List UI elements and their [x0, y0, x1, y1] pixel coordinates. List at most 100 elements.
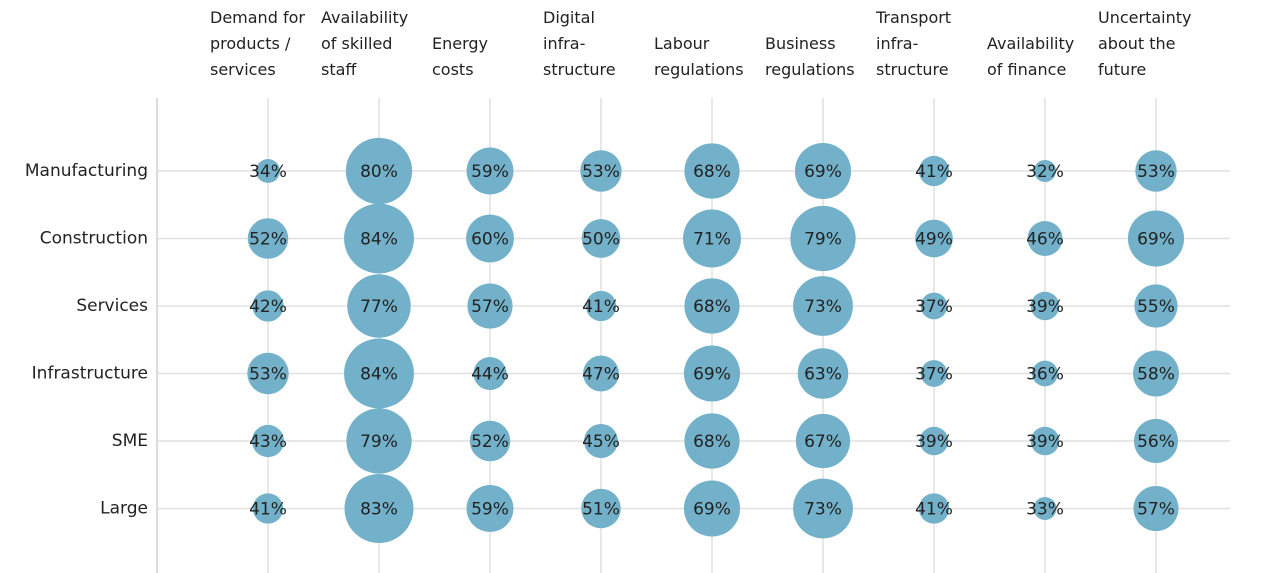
bubble: [684, 413, 740, 469]
bubble: [1133, 485, 1179, 532]
column-header: Business regulations: [765, 34, 855, 79]
bubble: [918, 155, 950, 187]
data-label: 53%: [1137, 162, 1175, 182]
data-label: 46%: [1026, 230, 1064, 250]
bubble: [920, 292, 948, 320]
bubble: [793, 276, 853, 336]
bubble: [1033, 159, 1057, 183]
data-label: 69%: [804, 162, 842, 182]
bubble: [344, 474, 414, 543]
bubble: [469, 420, 511, 462]
data-label: 59%: [471, 500, 509, 520]
bubble: [1032, 360, 1058, 387]
data-label: 41%: [915, 162, 953, 182]
data-label: 47%: [582, 365, 620, 385]
data-label: 39%: [915, 432, 953, 452]
data-label: 34%: [249, 162, 287, 182]
data-label: 50%: [582, 230, 620, 250]
bubble: [247, 352, 289, 395]
row-label: SME: [112, 431, 148, 451]
data-label: 55%: [1137, 297, 1175, 317]
data-label: 45%: [582, 432, 620, 452]
bubble: [915, 219, 953, 258]
data-label: 41%: [249, 500, 287, 520]
bubble: [252, 493, 284, 524]
data-label: 73%: [804, 297, 842, 317]
bubble: [344, 338, 414, 409]
bubble: [1027, 221, 1063, 256]
data-label: 37%: [915, 297, 953, 317]
row-label: Infrastructure: [32, 364, 148, 384]
data-label: 77%: [360, 297, 398, 317]
bubble: [466, 147, 514, 195]
bubble: [1134, 284, 1178, 328]
data-label: 67%: [804, 432, 842, 452]
bubble: [1033, 497, 1057, 520]
data-label: 68%: [693, 297, 731, 317]
bubble: [1133, 350, 1179, 397]
data-label: 79%: [360, 432, 398, 452]
data-label: 42%: [249, 297, 287, 317]
column-header: Availability of finance: [987, 34, 1075, 79]
bubble: [1030, 291, 1060, 321]
data-label: 33%: [1026, 500, 1064, 520]
data-label: 73%: [804, 500, 842, 520]
row-label: Manufacturing: [25, 161, 148, 181]
data-label: 69%: [1137, 230, 1175, 250]
data-label: 71%: [693, 230, 731, 250]
data-label: 36%: [1026, 365, 1064, 385]
bubble: [344, 203, 414, 274]
bubble: [466, 214, 514, 263]
column-header: Demand for products / services: [210, 8, 305, 79]
data-label: 53%: [582, 162, 620, 182]
bubble: [247, 218, 289, 259]
data-label: 56%: [1137, 432, 1175, 452]
bubble: [919, 426, 949, 456]
bubble: [795, 413, 851, 469]
bubble: [252, 290, 284, 322]
data-label: 69%: [693, 365, 731, 385]
data-label: 58%: [1137, 365, 1175, 385]
bubble: [585, 290, 617, 322]
column-header: Digital infra- structure: [543, 8, 616, 79]
data-label: 79%: [804, 230, 842, 250]
bubble: [581, 219, 621, 258]
data-label: 68%: [693, 432, 731, 452]
bubble: [473, 356, 507, 391]
data-label: 52%: [471, 432, 509, 452]
bubble: [794, 142, 852, 200]
bubble: [683, 345, 741, 402]
data-label: 59%: [471, 162, 509, 182]
column-header: Transport infra- structure: [876, 8, 952, 79]
data-label: 44%: [471, 365, 509, 385]
bubble: [580, 150, 622, 192]
data-label: 41%: [582, 297, 620, 317]
row-label: Large: [100, 499, 148, 519]
bubble: [920, 360, 948, 387]
row-label: Services: [76, 296, 148, 316]
bubble: [345, 137, 413, 205]
bubble: [683, 480, 741, 537]
bubble: [790, 205, 856, 272]
bubble: [583, 423, 619, 459]
bubble: [251, 424, 285, 458]
data-label: 57%: [471, 297, 509, 317]
column-header: Availability of skilled staff: [321, 8, 409, 79]
data-label: 41%: [915, 500, 953, 520]
data-label: 84%: [360, 365, 398, 385]
bubble: [347, 274, 411, 338]
data-label: 84%: [360, 230, 398, 250]
column-header: Uncertainty about the future: [1098, 8, 1192, 79]
data-label: 63%: [804, 365, 842, 385]
bubble: [1127, 210, 1185, 267]
row-label: Construction: [40, 229, 148, 249]
bubble: [684, 143, 740, 199]
data-label: 32%: [1026, 162, 1064, 182]
bubble: [467, 283, 513, 329]
data-label: 68%: [693, 162, 731, 182]
bubble: [683, 209, 741, 268]
data-label: 49%: [915, 230, 953, 250]
bubble: [346, 408, 412, 474]
data-label: 57%: [1137, 500, 1175, 520]
